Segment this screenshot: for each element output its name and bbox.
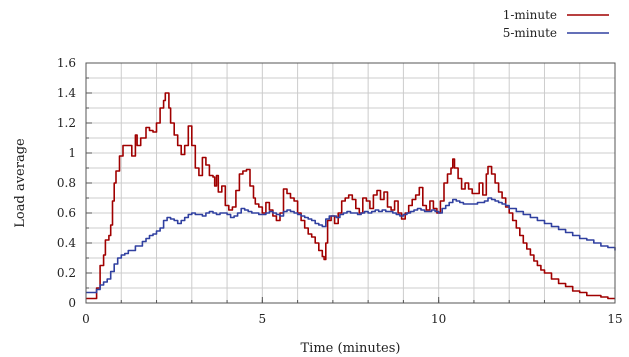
legend: 1-minute 5-minute (503, 8, 609, 40)
y-tick-label: 1.6 (57, 56, 76, 70)
y-tick-label: 0 (68, 296, 76, 310)
y-tick-label: 1.2 (57, 116, 76, 130)
x-tick-label: 15 (607, 312, 622, 326)
y-axis-label: Load average (13, 138, 28, 228)
legend-label: 5-minute (503, 26, 557, 40)
series-line-five-minute (86, 197, 616, 294)
grid (86, 63, 615, 303)
y-tick-label: 0.4 (57, 236, 76, 250)
y-tick-label: 1 (68, 146, 76, 160)
legend-label: 1-minute (503, 8, 557, 22)
x-tick-label: 10 (431, 312, 446, 326)
series-layer (86, 92, 616, 300)
series-line-one-minute (86, 92, 615, 300)
y-tick-label: 0.6 (57, 206, 76, 220)
x-axis-label: Time (minutes) (301, 341, 401, 356)
y-tick-label: 0.2 (57, 266, 76, 280)
y-tick-label: 0.8 (57, 176, 76, 190)
x-tick-label: 0 (82, 312, 90, 326)
axis-ticks: 0 5 10 15 0 0.2 0.4 0.6 0.8 1 1.2 1.4 1.6 (57, 56, 623, 326)
y-tick-label: 1.4 (57, 86, 76, 100)
x-tick-label: 5 (259, 312, 267, 326)
